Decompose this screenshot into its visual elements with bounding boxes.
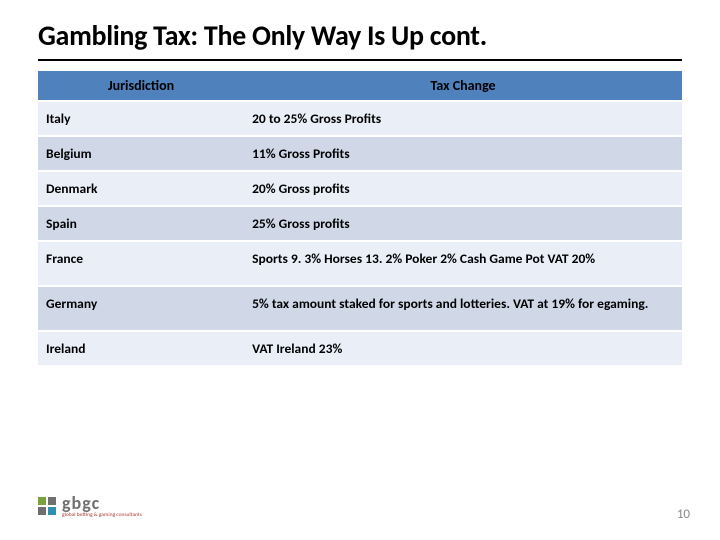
tax-table: Jurisdiction Tax Change Italy20 to 25% G… <box>38 71 682 365</box>
logo-text-main: gbgc <box>62 494 142 512</box>
table-row: Germany5% tax amount staked for sports a… <box>38 286 682 331</box>
table-row: FranceSports 9. 3% Horses 13. 2% Poker 2… <box>38 241 682 286</box>
col-header-jurisdiction: Jurisdiction <box>38 71 244 101</box>
cell-jurisdiction: France <box>38 241 244 286</box>
title-underline <box>38 59 682 61</box>
logo-square <box>48 497 56 505</box>
logo-squares-icon <box>38 497 56 515</box>
logo-square <box>38 507 46 515</box>
cell-tax-change: Sports 9. 3% Horses 13. 2% Poker 2% Cash… <box>244 241 682 286</box>
table-row: Belgium11% Gross Profits <box>38 136 682 171</box>
cell-tax-change: 5% tax amount staked for sports and lott… <box>244 286 682 331</box>
slide: Gambling Tax: The Only Way Is Up cont. J… <box>0 0 720 540</box>
table-row: IrelandVAT Ireland 23% <box>38 331 682 365</box>
logo-text-sub: global betting & gaming consultants <box>62 513 142 519</box>
table-row: Denmark20% Gross profits <box>38 171 682 206</box>
logo-text: gbgc global betting & gaming consultants <box>62 494 142 519</box>
cell-tax-change: 20 to 25% Gross Profits <box>244 101 682 136</box>
cell-tax-change: VAT Ireland 23% <box>244 331 682 365</box>
cell-tax-change: 11% Gross Profits <box>244 136 682 171</box>
logo-square <box>48 507 56 515</box>
col-header-tax-change: Tax Change <box>244 71 682 101</box>
cell-tax-change: 25% Gross profits <box>244 206 682 241</box>
table-body: Italy20 to 25% Gross ProfitsBelgium11% G… <box>38 101 682 365</box>
cell-jurisdiction: Italy <box>38 101 244 136</box>
cell-tax-change: 20% Gross profits <box>244 171 682 206</box>
cell-jurisdiction: Spain <box>38 206 244 241</box>
cell-jurisdiction: Belgium <box>38 136 244 171</box>
page-number: 10 <box>677 507 690 522</box>
table-row: Spain25% Gross profits <box>38 206 682 241</box>
cell-jurisdiction: Germany <box>38 286 244 331</box>
table-header-row: Jurisdiction Tax Change <box>38 71 682 101</box>
table-row: Italy20 to 25% Gross Profits <box>38 101 682 136</box>
slide-title: Gambling Tax: The Only Way Is Up cont. <box>38 18 682 53</box>
logo-square <box>38 497 46 505</box>
cell-jurisdiction: Ireland <box>38 331 244 365</box>
cell-jurisdiction: Denmark <box>38 171 244 206</box>
logo: gbgc global betting & gaming consultants <box>38 494 142 519</box>
